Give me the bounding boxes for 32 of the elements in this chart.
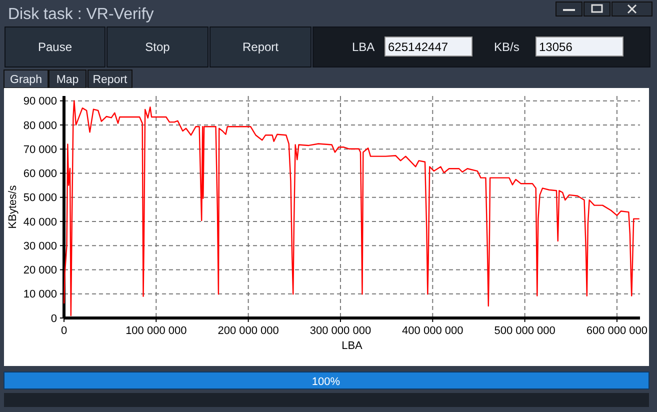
line-series [63, 100, 640, 316]
text: Stop [145, 40, 170, 54]
x-tick-label: 200 000 000 [218, 325, 279, 337]
y-tick-label: 90 000 [23, 96, 57, 108]
text: 13056 [539, 40, 573, 54]
x-axis-title: LBA [342, 340, 364, 352]
x-tick-label: 600 000 000 [586, 325, 648, 337]
text: Report [92, 74, 128, 86]
x-tick-label: 100 000 000 [126, 325, 187, 337]
text: 625142447 [388, 40, 448, 54]
text: 100% [312, 376, 340, 388]
x-tick-label: 400 000 000 [402, 325, 464, 337]
text: Map [56, 74, 79, 86]
x-tick-label: 0 [60, 325, 68, 337]
y-tick-label: 10 000 [23, 288, 57, 301]
y-tick-label: 20 000 [23, 264, 57, 277]
y-axis-title: KBytes/s [7, 184, 19, 229]
chart-title: Disk task : VR-Verify [8, 6, 154, 23]
y-tick-label: 30 000 [23, 240, 57, 252]
y-tick-label: 50 000 [23, 192, 57, 204]
x-tick-label: 500 000 000 [494, 325, 556, 337]
y-tick-label: 70 000 [23, 144, 57, 156]
text: Graph [10, 74, 42, 86]
y-tick-label: 60 000 [23, 168, 57, 180]
text: Report [242, 40, 280, 54]
y-tick-label: 0 [50, 312, 57, 325]
y-tick-label: 40 000 [23, 216, 57, 228]
x-tick-label: 300 000 000 [310, 325, 372, 337]
text: KB/s [494, 40, 520, 54]
text: LBA [352, 40, 375, 54]
y-tick-label: 80 000 [23, 120, 57, 132]
text: Pause [38, 40, 72, 54]
